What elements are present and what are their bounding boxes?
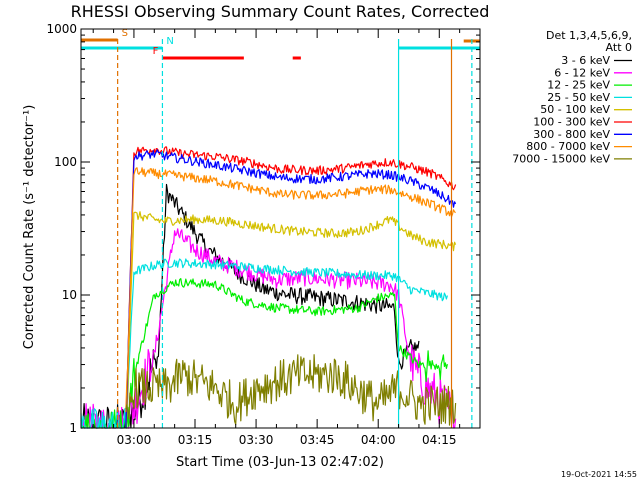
legend-header-detectors: Det 1,3,4,5,6,9, xyxy=(546,29,632,42)
legend-entry-label: 12 - 25 keV xyxy=(547,79,610,92)
flag-bar-1 xyxy=(81,46,163,50)
timestamp: 19-Oct-2021 14:55 xyxy=(561,470,637,479)
flag-bar-3 xyxy=(292,56,301,60)
series-line-800-7000-kev xyxy=(125,167,456,413)
series-line-7000-15000-kev xyxy=(125,354,457,426)
x-axis-label: Start Time (03-Jun-13 02:47:02) xyxy=(176,455,384,470)
flags-layer: S NF xyxy=(81,28,480,60)
chart-title: RHESSI Observing Summary Count Rates, Co… xyxy=(71,2,490,21)
flag-bar-2 xyxy=(162,56,244,60)
legend-entry-label: 25 - 50 keV xyxy=(547,91,610,104)
x-tick-label: 03:30 xyxy=(239,433,274,447)
legend-entry-label: 100 - 300 keV xyxy=(533,116,610,129)
series-line-100-300-kev xyxy=(125,146,457,429)
x-tick-label: 04:00 xyxy=(361,433,396,447)
axes-layer: 1 10 100 1000 03:00 03:15 03:30 03:45 04:00 04:15 xyxy=(46,22,481,447)
series-line-300-800-kev xyxy=(125,149,457,429)
y-tick-label: 1000 xyxy=(46,22,77,36)
series-line-25-50-kev xyxy=(80,258,448,429)
legend-header-attenuator: Att 0 xyxy=(606,41,632,54)
legend-entry-label: 6 - 12 keV xyxy=(554,66,610,79)
flag-label-F: F xyxy=(153,46,159,57)
x-tick-label: 03:00 xyxy=(117,433,152,447)
series-line-50-100-kev xyxy=(125,211,457,429)
flag-label-S: S xyxy=(122,28,128,39)
series-layer xyxy=(80,146,457,429)
legend-entry-label: 50 - 100 keV xyxy=(540,103,610,116)
flag-bar-4 xyxy=(398,46,480,50)
series-line-6-12-kev xyxy=(81,228,457,429)
x-tick-label: 04:15 xyxy=(422,433,457,447)
y-tick-label: 10 xyxy=(62,288,77,302)
x-tick-label: 03:45 xyxy=(300,433,335,447)
plot-frame xyxy=(80,28,481,429)
legend-entry-label: 3 - 6 keV xyxy=(561,54,610,67)
legend-entry-label: 7000 - 15000 keV xyxy=(512,152,610,165)
series-line-12-25-kev xyxy=(81,278,448,429)
y-axis-label: Corrected Count Rate (s⁻¹ detector⁻¹) xyxy=(22,105,37,350)
flag-bar-0 xyxy=(81,38,118,42)
x-tick-label: 03:15 xyxy=(178,433,213,447)
y-tick-label: 100 xyxy=(54,155,77,169)
legend-entry-label: 800 - 7000 keV xyxy=(526,140,610,153)
legend-entry-label: 300 - 800 keV xyxy=(533,128,610,141)
flag-label-N: N xyxy=(166,36,173,47)
y-tick-label: 1 xyxy=(69,421,77,435)
markers-layer xyxy=(117,39,473,428)
